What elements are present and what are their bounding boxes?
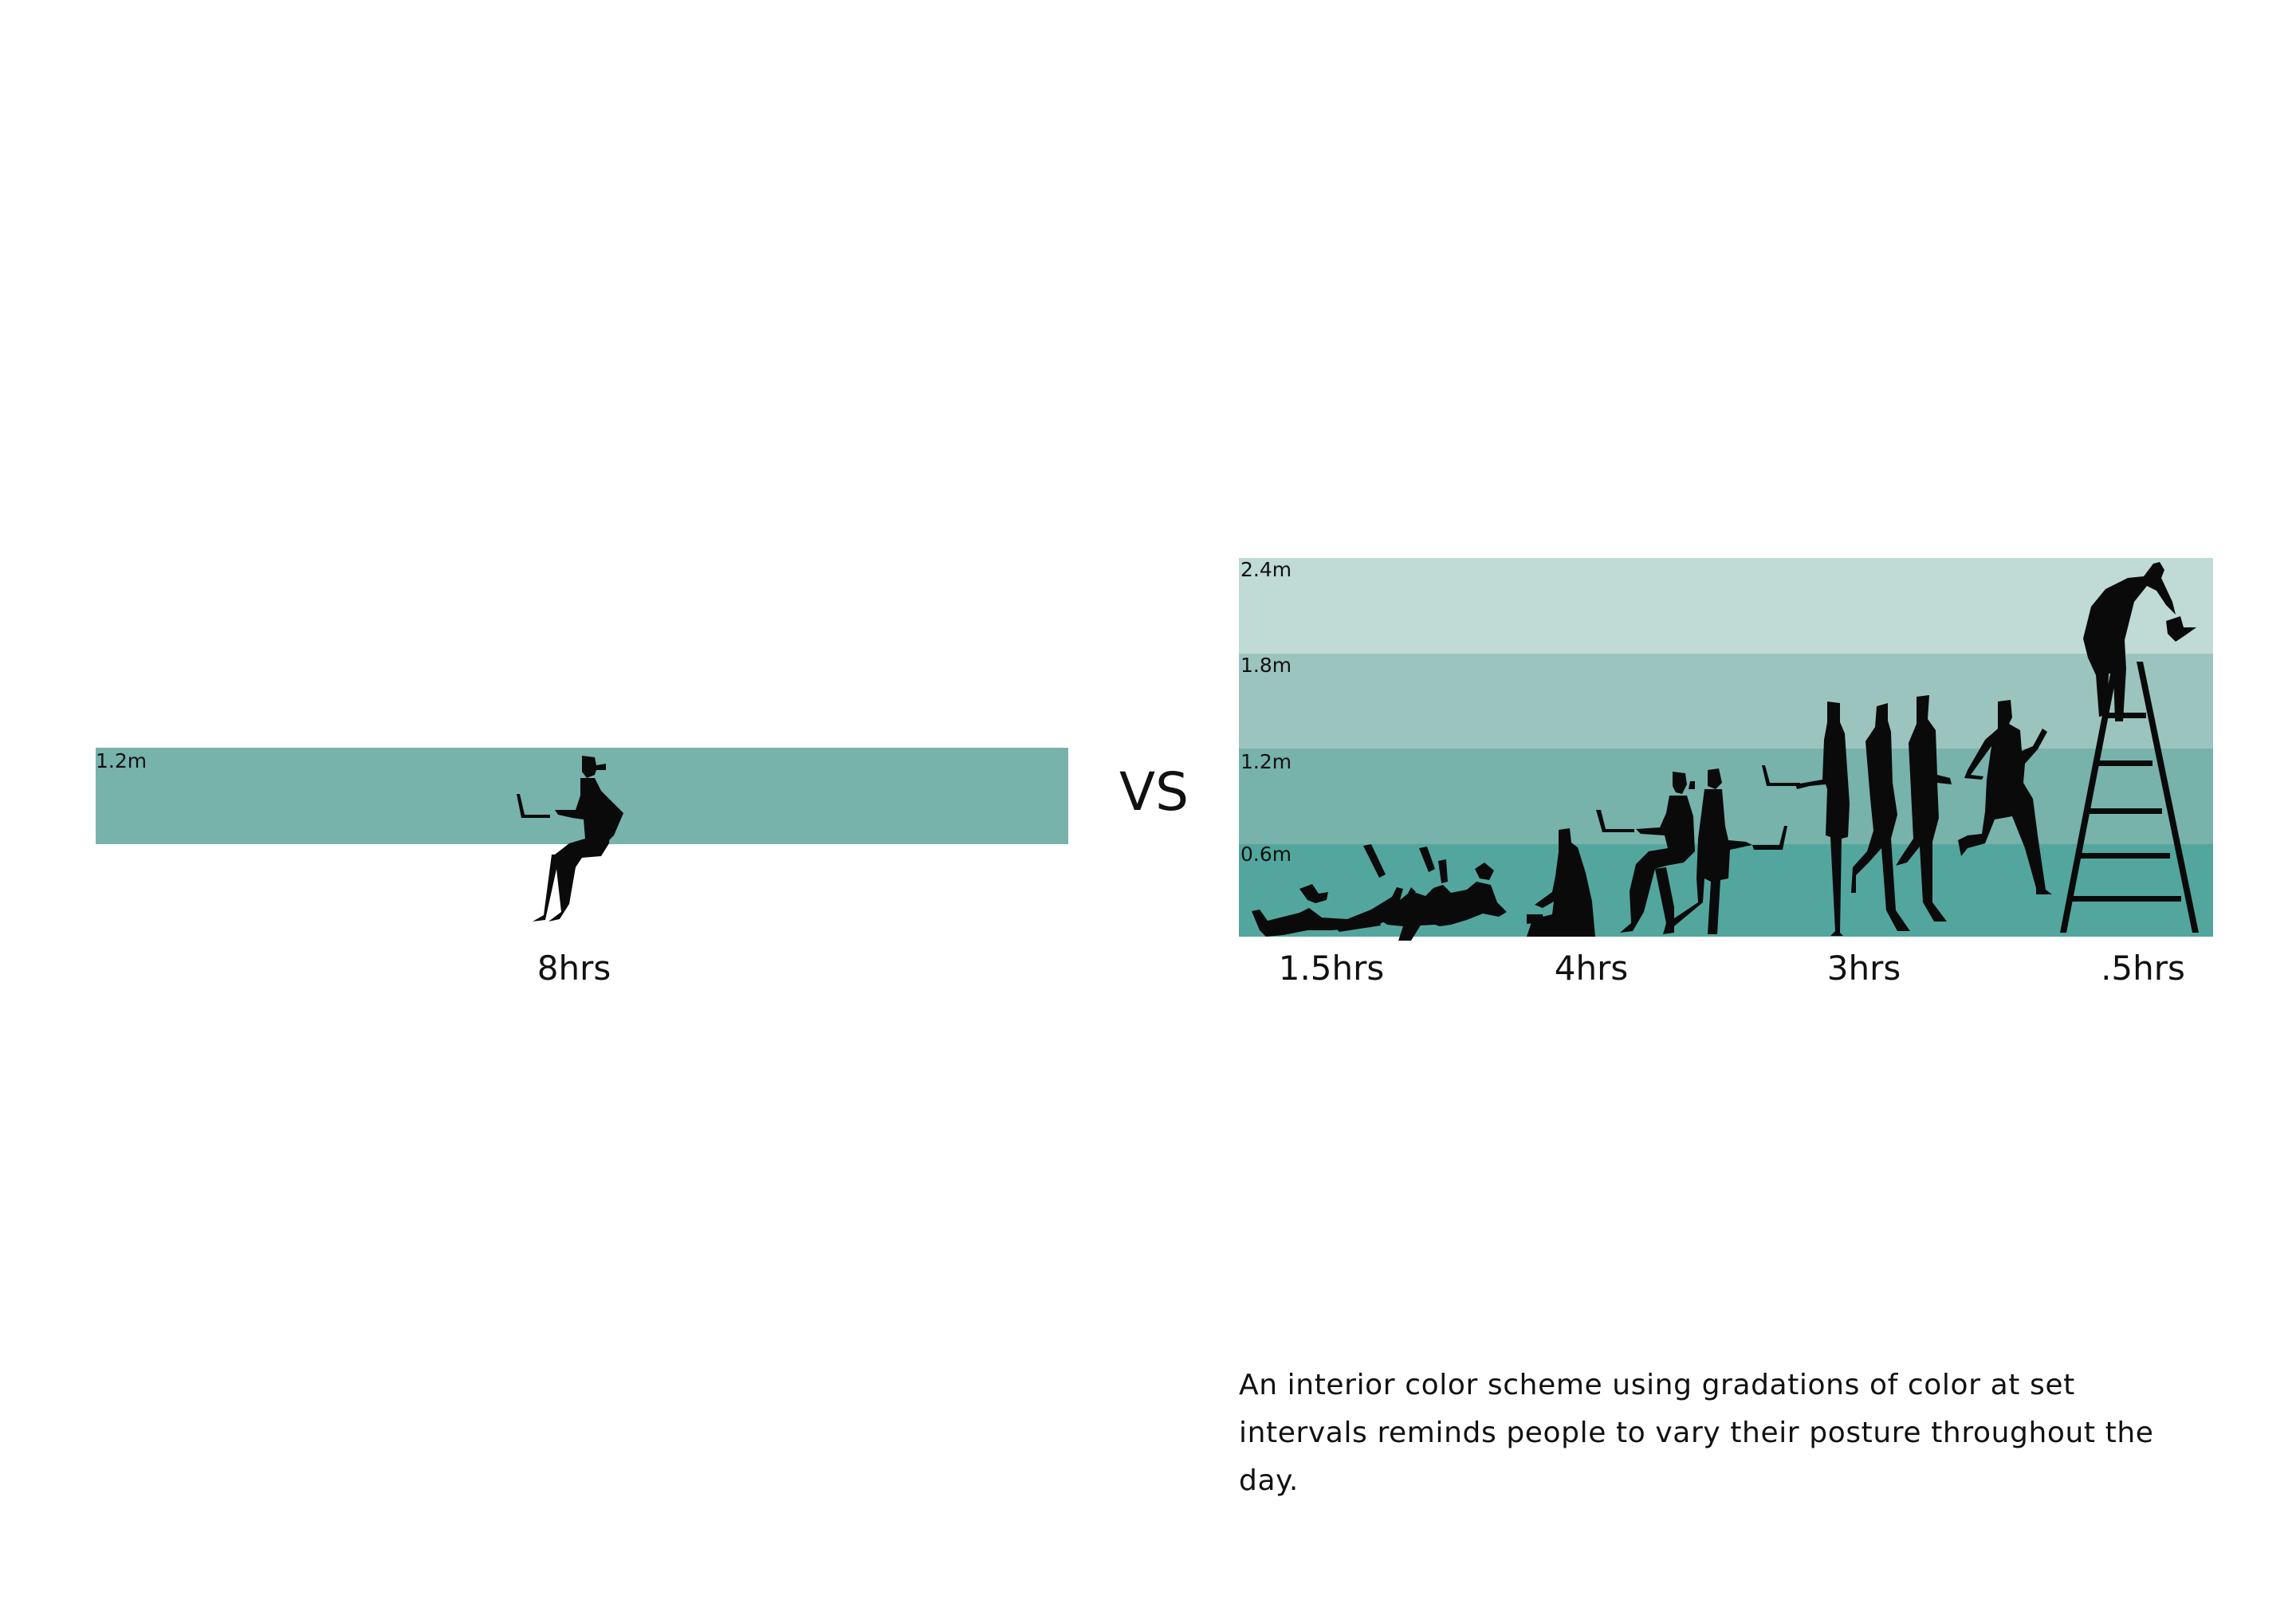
height-label-2-4m: 2.4m: [1240, 558, 1292, 581]
left-duration-label: 8hrs: [537, 949, 611, 988]
sitting-with-laptop-icon: [1596, 772, 1695, 934]
lying-reclining-person-icon: [1371, 847, 1507, 941]
walking-person-icon: [1896, 695, 1952, 922]
person-on-ladder-icon: [2083, 562, 2196, 721]
kneeling-with-laptop-icon: [1666, 768, 1787, 934]
caption: An interior color scheme using gradation…: [1239, 1369, 2154, 1497]
left-height-label: 1.2m: [96, 749, 147, 772]
ladder-icon: [2060, 662, 2199, 933]
sitting-with-laptop-icon: [517, 756, 623, 922]
duration-label-1-5hrs: 1.5hrs: [1278, 949, 1385, 988]
lying-reclining-person-icon: [1252, 844, 1416, 937]
duration-label-0-5hrs: .5hrs: [2101, 949, 2185, 988]
height-label-0-6m: 0.6m: [1240, 843, 1292, 866]
standing-with-laptop-icon: [1762, 701, 1850, 936]
right-band-1-2-to-1-8m: [1239, 654, 2213, 749]
right-band-0-6-to-1-2m: [1239, 749, 2213, 844]
floor-sitting-person-icon: [1527, 828, 1595, 937]
vs-label: VS: [1119, 761, 1189, 823]
duration-label-4hrs: 4hrs: [1554, 949, 1629, 988]
running-person-icon: [1958, 700, 2052, 894]
height-label-1-2m: 1.2m: [1240, 750, 1292, 773]
right-band-1-8-to-2-4m: [1239, 558, 2213, 654]
height-label-1-8m: 1.8m: [1240, 654, 1292, 677]
duration-label-3hrs: 3hrs: [1826, 949, 1901, 988]
walking-person-icon: [1851, 703, 1910, 931]
